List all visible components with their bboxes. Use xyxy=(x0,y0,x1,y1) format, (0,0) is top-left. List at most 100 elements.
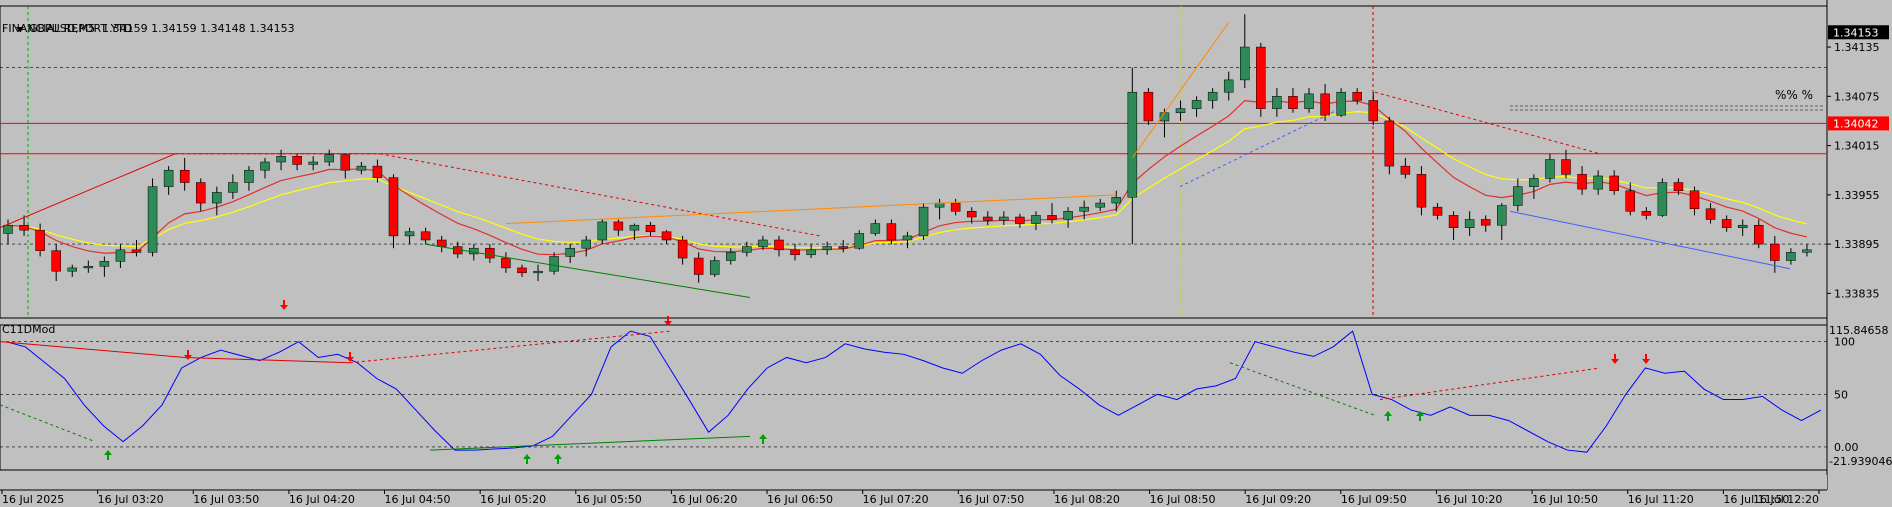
candle xyxy=(1737,219,1748,236)
candle xyxy=(115,244,126,268)
osc-divergence-line-dashed xyxy=(349,330,671,364)
candle-bull-body xyxy=(228,182,238,193)
candle xyxy=(1240,14,1250,89)
candle-bear-body xyxy=(645,224,656,233)
candle xyxy=(1561,149,1571,179)
candle-bear-body xyxy=(35,229,45,251)
candle-bear-body xyxy=(790,249,800,256)
oscillator-line xyxy=(5,330,1822,453)
level-price-tag xyxy=(1828,116,1889,131)
down-arrow-icon xyxy=(280,300,288,310)
candle xyxy=(1754,219,1764,249)
candle xyxy=(806,244,816,259)
down-arrow-icon-head xyxy=(1611,359,1619,364)
candle-bear-body xyxy=(19,224,29,231)
candle xyxy=(212,186,222,216)
price-tick-label: 1.33895 xyxy=(1834,238,1880,251)
candle-bull-body xyxy=(597,221,608,241)
candle xyxy=(854,230,865,250)
support-trend-line xyxy=(424,243,751,298)
time-tick-label: 16 Jul 2025 xyxy=(2,493,64,506)
candle xyxy=(99,256,110,277)
candle-bear-body xyxy=(1432,206,1443,216)
candle xyxy=(870,219,881,236)
price-tick-label: 1.34075 xyxy=(1834,90,1880,103)
candle-bull-body xyxy=(1175,108,1186,113)
candle-bear-body xyxy=(195,182,206,204)
candle xyxy=(324,149,334,167)
candle-bull-body xyxy=(822,246,832,251)
down-arrow-icon xyxy=(184,350,192,360)
candle-bear-body xyxy=(1448,215,1459,228)
candle xyxy=(581,235,591,257)
candle-bear-body xyxy=(950,202,961,212)
candle xyxy=(950,198,961,216)
time-tick-label: 16 Jul 05:20 xyxy=(480,493,546,506)
candle xyxy=(501,252,511,273)
candle xyxy=(1529,174,1539,199)
candle xyxy=(260,157,270,179)
candle-bear-body xyxy=(517,267,527,274)
candle-bull-body xyxy=(742,246,752,253)
up-arrow-icon xyxy=(759,434,767,444)
candle xyxy=(1336,88,1346,117)
candle xyxy=(790,244,800,261)
candle-bear-body xyxy=(966,211,977,218)
candle xyxy=(1625,182,1636,216)
time-tick-label: 16 Jul 08:20 xyxy=(1054,493,1120,506)
candle xyxy=(565,244,575,263)
candle xyxy=(822,241,832,255)
candle-bull-body xyxy=(549,256,559,272)
symbol-header: GBPUSD,M5 1.34159 1.34159 1.34148 1.3415… xyxy=(2,9,295,48)
blue-trend-line-dashed xyxy=(1179,108,1341,188)
candle-bull-body xyxy=(324,154,334,163)
candle-bear-body xyxy=(1770,243,1780,261)
candle-bull-body xyxy=(581,239,591,249)
time-tick-label: 16 Jul 07:50 xyxy=(958,493,1024,506)
time-tick-label: 16 Jul 11:20 xyxy=(1628,493,1694,506)
collapse-triangle-icon[interactable] xyxy=(16,26,24,32)
candle xyxy=(404,227,415,245)
candle xyxy=(485,244,495,263)
candle xyxy=(1641,207,1652,220)
price-axis-background xyxy=(1827,0,1892,507)
oscillator-name: C11DMod xyxy=(2,323,56,336)
candle-bull-body xyxy=(276,156,286,163)
candle xyxy=(1320,84,1330,121)
candle xyxy=(1432,203,1443,220)
candle-bull-body xyxy=(1529,178,1539,187)
down-arrow-icon xyxy=(1611,354,1619,364)
time-tick-label: 16 Jul 04:50 xyxy=(385,493,451,506)
candle-bull-body xyxy=(212,192,222,204)
candle-bear-body xyxy=(51,250,61,272)
candle xyxy=(742,241,752,257)
candle-bear-body xyxy=(1400,165,1411,175)
time-tick-label: 16 Jul 11:50 xyxy=(1723,493,1789,506)
candle xyxy=(340,153,351,179)
up-arrow-icon xyxy=(1384,411,1392,421)
time-tick-label: 16 Jul 06:20 xyxy=(671,493,737,506)
price-tick-label: 1.34015 xyxy=(1834,140,1880,153)
down-arrow-icon xyxy=(664,316,672,326)
candle-bull-body xyxy=(356,165,367,171)
candle-bear-body xyxy=(1609,175,1619,191)
candle-bear-body xyxy=(1143,91,1154,122)
candle-bear-body xyxy=(1641,211,1652,216)
candle-bull-body xyxy=(726,252,736,261)
candle-bear-body xyxy=(677,239,688,259)
candle-bull-body xyxy=(629,224,640,231)
candle-bull-body xyxy=(147,186,158,253)
candle xyxy=(1079,200,1089,220)
up-arrow-icon-head xyxy=(554,454,562,459)
candle xyxy=(1802,244,1812,257)
up-arrow-icon xyxy=(523,454,531,464)
osc-divergence-line-dashed xyxy=(1379,367,1601,401)
time-tick-label: 16 Jul 12:20 xyxy=(1753,493,1819,506)
candle xyxy=(1223,71,1234,101)
candle-bull-body xyxy=(1513,186,1523,206)
candle xyxy=(1063,207,1073,228)
candle xyxy=(1657,178,1668,218)
candle-bear-body xyxy=(1015,216,1025,224)
